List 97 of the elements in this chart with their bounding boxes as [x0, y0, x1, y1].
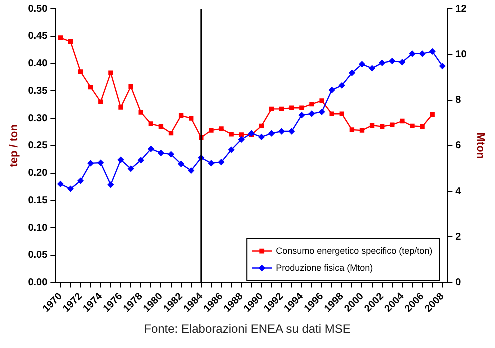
- y2-tick-label: 0: [456, 278, 462, 289]
- point: [330, 112, 334, 116]
- y2-tick-label: 8: [456, 95, 462, 106]
- point: [349, 70, 356, 76]
- point: [239, 132, 244, 138]
- y2-tick-label: 6: [456, 140, 462, 152]
- point: [430, 112, 435, 118]
- y2-tick-label: 10: [456, 49, 468, 60]
- point: [409, 50, 416, 58]
- y-tick-label: 0.30: [28, 113, 48, 124]
- point: [359, 61, 366, 68]
- point: [148, 122, 154, 126]
- point: [78, 70, 84, 74]
- point: [379, 60, 386, 66]
- point: [128, 166, 134, 172]
- point: [399, 59, 406, 66]
- point: [308, 110, 316, 118]
- point: [430, 48, 436, 55]
- point: [350, 128, 355, 132]
- point: [158, 124, 164, 130]
- y-tick-label: 0.10: [28, 222, 48, 234]
- y-tick-label: 0.35: [28, 86, 48, 97]
- point: [369, 65, 376, 72]
- point: [68, 40, 74, 44]
- point: [138, 157, 144, 164]
- point: [128, 84, 134, 90]
- point: [410, 124, 415, 129]
- point: [88, 160, 94, 167]
- point: [98, 100, 104, 104]
- point: [259, 124, 264, 129]
- legend-label: Consumo energetico specifico (tep/ton): [276, 246, 433, 256]
- point: [209, 128, 214, 133]
- point: [208, 160, 215, 167]
- source-note: Fonte: Elaborazioni ENEA su dati MSE: [143, 322, 352, 336]
- point: [229, 132, 234, 137]
- point: [298, 112, 306, 118]
- point: [278, 128, 285, 135]
- point: [58, 36, 64, 40]
- point: [218, 159, 225, 166]
- y-tick-label: 0.40: [28, 58, 48, 70]
- point: [158, 150, 164, 156]
- point: [318, 109, 326, 116]
- point: [148, 146, 154, 152]
- point: [58, 181, 64, 188]
- point: [380, 124, 385, 130]
- point: [78, 178, 84, 184]
- point: [219, 126, 224, 132]
- point: [108, 182, 114, 188]
- y-tick-label: 0.50: [28, 4, 48, 15]
- point: [300, 106, 304, 110]
- y-tick-label: 0.20: [28, 168, 48, 180]
- y2-axis-title: Mton: [474, 132, 486, 160]
- point: [310, 102, 314, 107]
- point: [228, 146, 235, 154]
- point: [328, 87, 336, 94]
- point: [340, 112, 344, 116]
- point: [168, 151, 174, 158]
- point: [360, 128, 365, 133]
- point: [290, 106, 294, 110]
- point: [188, 168, 194, 174]
- point: [420, 124, 425, 130]
- y2-tick-label: 2: [456, 232, 462, 243]
- point: [118, 156, 124, 164]
- point: [168, 130, 174, 136]
- point: [389, 58, 396, 64]
- point: [88, 84, 94, 90]
- point: [189, 116, 194, 121]
- point: [268, 130, 275, 137]
- point: [400, 118, 405, 124]
- y-tick-label: 0.25: [28, 140, 48, 152]
- y-tick-label: 0.05: [28, 250, 48, 262]
- y-tick-label: 0.45: [28, 31, 48, 42]
- legend-label: Produzione fisica (Mton): [276, 262, 374, 273]
- y-tick-label: 0.15: [28, 195, 48, 206]
- point: [320, 98, 324, 104]
- point: [118, 105, 124, 110]
- point: [370, 123, 375, 128]
- point: [339, 82, 346, 89]
- point: [419, 50, 426, 58]
- point: [248, 130, 255, 137]
- point: [440, 63, 446, 70]
- point: [258, 134, 265, 140]
- y-tick-label: 0.00: [28, 278, 48, 289]
- point: [98, 160, 104, 166]
- point: [279, 106, 284, 112]
- y2-tick-label: 4: [456, 186, 462, 198]
- point: [288, 128, 295, 135]
- point: [138, 110, 144, 115]
- point: [238, 136, 245, 143]
- y-axis-title: tep / ton: [8, 124, 21, 168]
- point: [178, 161, 184, 168]
- y2-tick-label: 12: [456, 4, 468, 15]
- point: [108, 70, 114, 76]
- point: [68, 186, 74, 192]
- point: [269, 106, 274, 112]
- point: [178, 113, 184, 118]
- point: [390, 122, 395, 128]
